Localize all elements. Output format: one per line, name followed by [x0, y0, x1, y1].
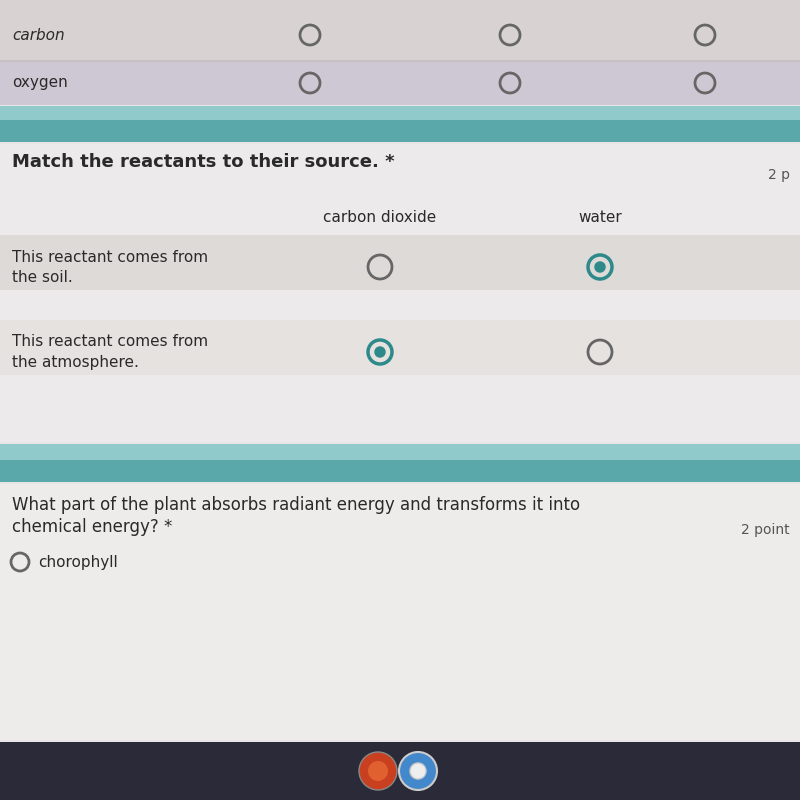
- FancyBboxPatch shape: [0, 742, 800, 800]
- FancyBboxPatch shape: [0, 144, 800, 442]
- FancyBboxPatch shape: [0, 484, 800, 740]
- Circle shape: [410, 763, 426, 779]
- FancyBboxPatch shape: [0, 320, 800, 375]
- Circle shape: [399, 752, 437, 790]
- Text: Match the reactants to their source. *: Match the reactants to their source. *: [12, 153, 394, 171]
- Text: This reactant comes from: This reactant comes from: [12, 334, 208, 350]
- FancyBboxPatch shape: [0, 60, 800, 62]
- Text: carbon: carbon: [12, 27, 65, 42]
- Text: chemical energy? *: chemical energy? *: [12, 518, 172, 536]
- FancyBboxPatch shape: [0, 460, 800, 482]
- Text: This reactant comes from: This reactant comes from: [12, 250, 208, 265]
- Text: oxygen: oxygen: [12, 75, 68, 90]
- Circle shape: [368, 761, 388, 781]
- FancyBboxPatch shape: [0, 444, 800, 460]
- Text: 2 point: 2 point: [742, 523, 790, 537]
- FancyBboxPatch shape: [0, 106, 800, 120]
- Text: water: water: [578, 210, 622, 226]
- Circle shape: [375, 347, 385, 357]
- Text: chorophyll: chorophyll: [38, 554, 118, 570]
- Text: the atmosphere.: the atmosphere.: [12, 355, 139, 370]
- Text: the soil.: the soil.: [12, 270, 73, 286]
- FancyBboxPatch shape: [0, 0, 800, 60]
- Circle shape: [595, 262, 605, 272]
- Text: What part of the plant absorbs radiant energy and transforms it into: What part of the plant absorbs radiant e…: [12, 496, 580, 514]
- FancyBboxPatch shape: [0, 120, 800, 142]
- Text: 2 p: 2 p: [768, 168, 790, 182]
- Circle shape: [359, 752, 397, 790]
- Text: carbon dioxide: carbon dioxide: [323, 210, 437, 226]
- FancyBboxPatch shape: [0, 62, 800, 105]
- FancyBboxPatch shape: [0, 0, 800, 105]
- FancyBboxPatch shape: [0, 235, 800, 290]
